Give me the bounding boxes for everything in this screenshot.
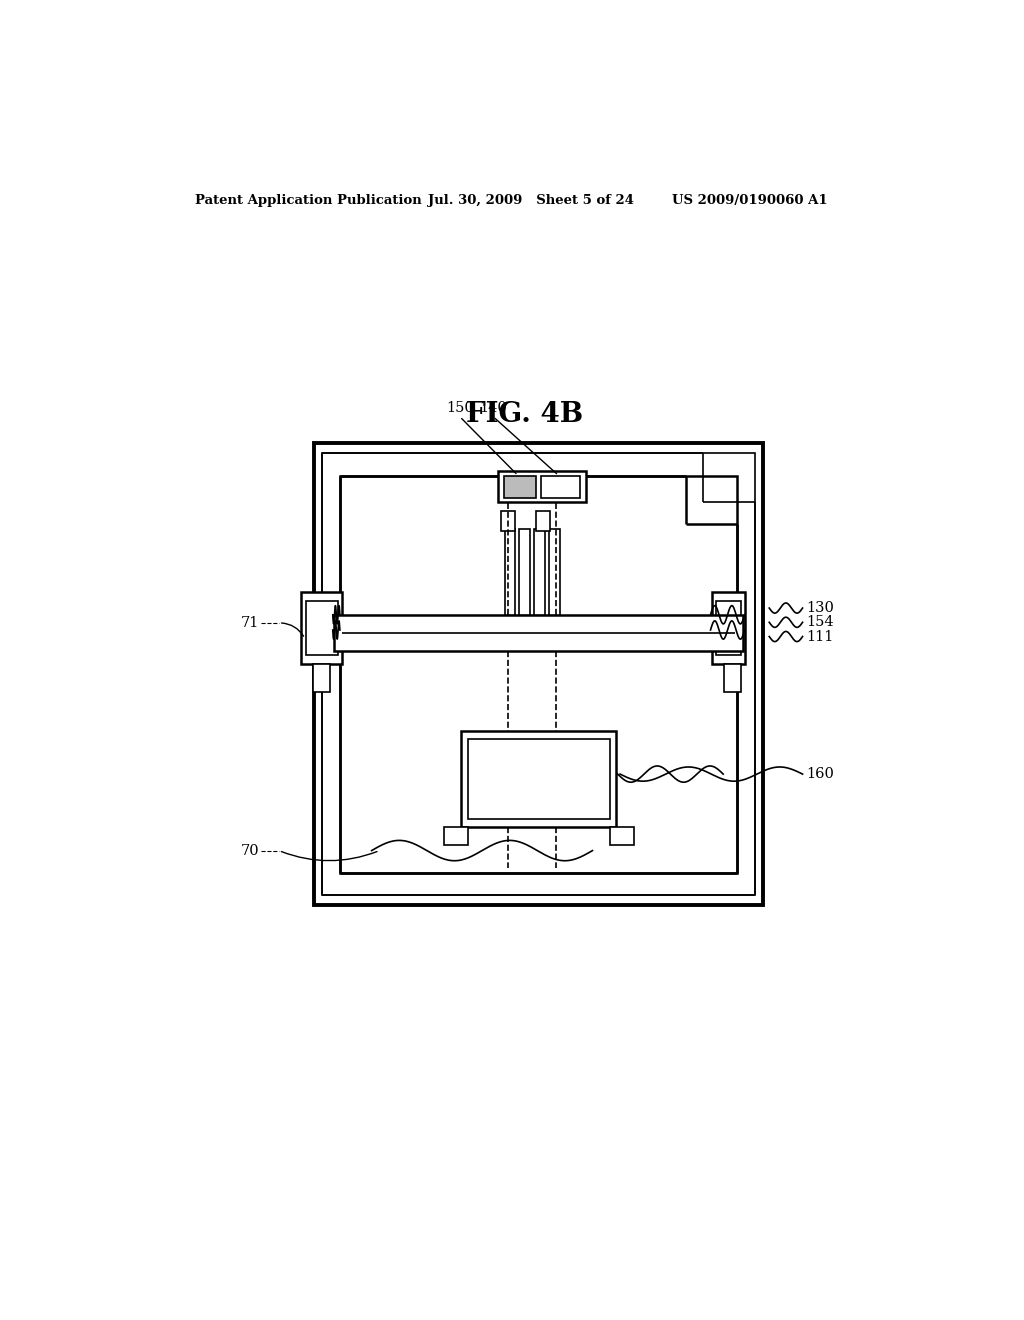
Text: 150: 150	[445, 400, 473, 414]
Bar	[519, 529, 530, 615]
Text: FIG. 4B: FIG. 4B	[466, 401, 584, 428]
Text: 70: 70	[241, 843, 259, 858]
Text: Jul. 30, 2009   Sheet 5 of 24: Jul. 30, 2009 Sheet 5 of 24	[428, 194, 634, 207]
Text: US 2009/0190060 A1: US 2009/0190060 A1	[672, 194, 827, 207]
Bar	[609, 828, 634, 846]
Bar	[501, 511, 515, 531]
Bar	[340, 475, 737, 873]
Bar	[461, 731, 616, 828]
Bar	[536, 511, 550, 531]
Text: 140: 140	[479, 400, 507, 414]
Bar	[724, 664, 741, 692]
Bar	[323, 453, 755, 895]
Text: 71: 71	[241, 616, 259, 630]
Bar	[301, 593, 342, 664]
Bar	[535, 529, 545, 615]
Bar	[716, 601, 741, 656]
Text: 111: 111	[807, 630, 834, 644]
Bar	[443, 828, 468, 846]
Text: 154: 154	[807, 615, 835, 630]
Bar	[306, 601, 338, 656]
Bar	[498, 471, 586, 502]
Bar	[505, 529, 515, 615]
Bar	[334, 615, 743, 651]
Text: 160: 160	[807, 767, 835, 781]
Bar	[712, 593, 745, 664]
Bar	[468, 739, 609, 818]
Bar	[314, 444, 763, 906]
Bar	[313, 664, 331, 692]
Bar	[505, 475, 536, 498]
Bar	[549, 529, 560, 615]
Text: Patent Application Publication: Patent Application Publication	[196, 194, 422, 207]
Bar	[541, 475, 580, 498]
Text: 130: 130	[807, 601, 835, 615]
